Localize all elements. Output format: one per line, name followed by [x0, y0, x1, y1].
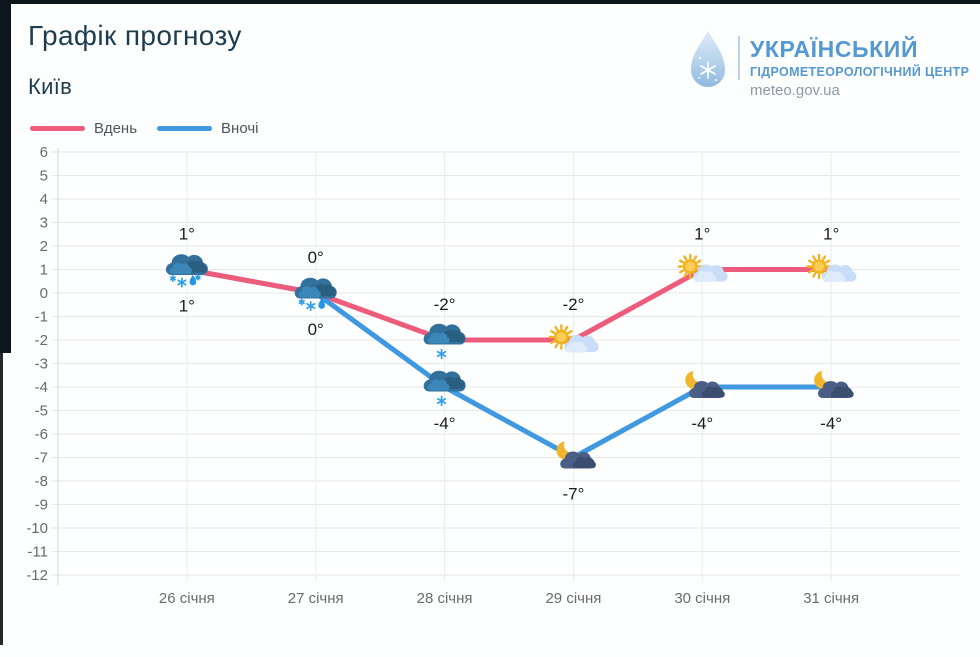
- y-tick-label: -11: [27, 544, 48, 561]
- y-tick-label: -7: [35, 450, 48, 467]
- weather-icon-sun-cloud: [677, 253, 728, 282]
- screen-edge-top: [0, 0, 980, 4]
- y-tick-label: -5: [35, 403, 48, 420]
- chart-legend: Вдень Вночі: [30, 120, 278, 137]
- temp-label: 1°: [823, 225, 839, 244]
- y-tick-label: 4: [40, 191, 48, 208]
- temp-label: -4°: [820, 414, 842, 433]
- temp-label: 0°: [308, 248, 324, 267]
- x-tick-label: 30 січня: [674, 590, 730, 607]
- weather-icon-moon-cloud: [556, 441, 596, 469]
- series-line-day: [184, 267, 834, 343]
- weather-icon-cloud-snow: [423, 323, 466, 360]
- y-tick-label: 5: [40, 168, 48, 185]
- temp-label: -4°: [434, 414, 456, 433]
- page-subtitle: Київ: [28, 74, 73, 99]
- temp-label: 0°: [308, 320, 324, 339]
- legend-swatch-day: [30, 126, 85, 131]
- x-tick-label: 29 січня: [545, 590, 601, 607]
- legend-swatch-night: [157, 126, 213, 131]
- legend-item-night[interactable]: Вночі: [157, 120, 258, 137]
- temp-label: 1°: [179, 297, 195, 316]
- y-tick-label: -2: [35, 332, 48, 349]
- y-tick-label: -1: [35, 309, 48, 326]
- temp-label: -2°: [562, 295, 584, 314]
- legend-label-night: Вночі: [221, 120, 259, 137]
- x-tick-label: 26 січня: [159, 590, 215, 607]
- y-tick-label: -12: [26, 567, 48, 584]
- y-tick-label: -3: [35, 356, 48, 373]
- x-tick-label: 28 січня: [417, 590, 473, 607]
- y-tick-label: 3: [40, 215, 48, 232]
- y-tick-label: -8: [35, 473, 48, 490]
- y-tick-label: 6: [40, 144, 48, 161]
- y-tick-label: -4: [35, 379, 48, 396]
- legend-label-day: Вдень: [94, 120, 138, 137]
- y-tick-label: 2: [40, 238, 48, 255]
- weather-icon-moon-cloud: [685, 371, 725, 399]
- weather-icon-sun-cloud: [548, 324, 599, 353]
- y-tick-label: -10: [26, 520, 48, 537]
- y-tick-label: -6: [35, 426, 48, 443]
- y-tick-label: 0: [40, 285, 48, 302]
- weather-icon-cloud-sleet: [165, 254, 208, 288]
- weather-icon-cloud-sleet: [294, 277, 337, 312]
- x-tick-label: 27 січня: [288, 590, 344, 607]
- legend-item-day[interactable]: Вдень: [30, 120, 137, 137]
- water-drop-icon: [691, 31, 725, 87]
- temp-label: 1°: [694, 225, 710, 244]
- weather-icon-sun-cloud: [806, 253, 857, 282]
- y-tick-label: 1: [40, 262, 48, 279]
- screen-edge-left-thin: [0, 353, 3, 645]
- screen-edge-left: [0, 0, 11, 353]
- logo-org-name: УКРАЇНСЬКИЙ: [750, 36, 919, 62]
- page-title: Графік прогнозу: [28, 20, 242, 51]
- weather-icon-moon-cloud: [814, 371, 854, 399]
- logo-org-subtitle: ГІДРОМЕТЕОРОЛОГІЧНИЙ ЦЕНТР: [750, 65, 970, 80]
- logo-site-url[interactable]: meteo.gov.ua: [750, 82, 840, 100]
- x-tick-label: 31 січня: [803, 590, 859, 607]
- logo[interactable]: УКРАЇНСЬКИЙ ГІДРОМЕТЕОРОЛОГІЧНИЙ ЦЕНТР m…: [686, 28, 969, 99]
- temp-label: -7°: [562, 485, 584, 504]
- temp-label: 1°: [179, 225, 195, 244]
- logo-divider: [738, 36, 740, 80]
- y-tick-label: -9: [35, 497, 48, 514]
- temp-label: -4°: [691, 414, 713, 433]
- weather-icon-cloud-snow: [423, 370, 466, 407]
- temp-label: -2°: [434, 295, 456, 314]
